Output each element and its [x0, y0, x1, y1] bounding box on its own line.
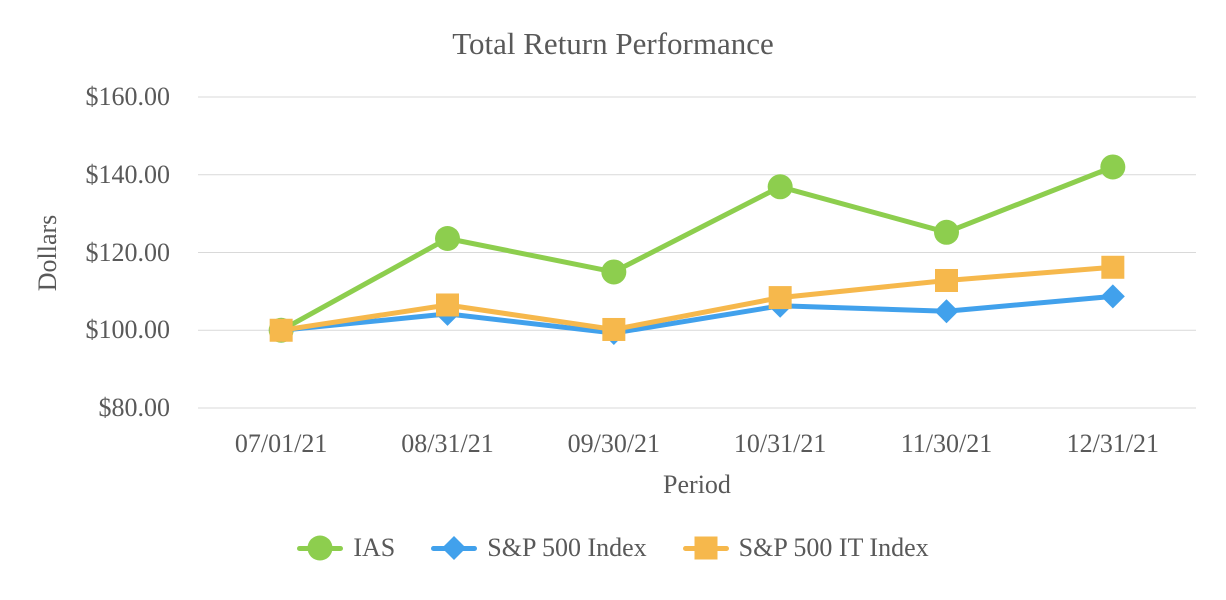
data-point-marker-diamond	[934, 299, 959, 324]
y-tick-label: $100.00	[85, 315, 171, 345]
series-line-circle	[278, 164, 1116, 333]
legend-label: IAS	[353, 533, 396, 562]
legend-marker-circle-icon	[297, 534, 344, 562]
chart-legend: IAS S&P 500 Index S&P 500 IT Index	[0, 533, 1226, 563]
x-tick-label: 08/31/21	[401, 429, 494, 458]
x-tick-label: 07/01/21	[234, 429, 328, 458]
legend-label: S&P 500 IT Index	[738, 533, 929, 562]
legend-label: S&P 500 Index	[487, 533, 647, 562]
data-point-marker-square	[602, 317, 626, 341]
x-tick-label: 09/30/21	[567, 429, 661, 458]
data-point-marker-circle	[767, 174, 793, 200]
series-line-diamond	[278, 293, 1116, 336]
data-point-marker-square	[436, 293, 459, 317]
series-line-square	[278, 264, 1116, 333]
x-axis-title: Period	[663, 470, 731, 499]
data-point-marker-circle	[1100, 154, 1126, 180]
legend-item-sp500: S&P 500 Index	[431, 533, 647, 563]
y-tick-label: $160.00	[85, 82, 171, 111]
chart-title: Total Return Performance	[452, 26, 774, 61]
y-tick-label: $120.00	[85, 237, 171, 267]
y-tick-label: $140.00	[85, 159, 171, 189]
data-point-marker-square	[768, 286, 792, 310]
legend-marker-square-icon	[682, 534, 729, 562]
data-point-marker-square	[1101, 255, 1125, 279]
legend-marker-diamond-icon	[431, 534, 478, 562]
data-point-marker-circle	[435, 226, 460, 252]
x-tick-label: 12/31/21	[1066, 429, 1160, 458]
legend-item-sp500-it: S&P 500 IT Index	[682, 533, 929, 563]
data-point-marker-square	[269, 318, 293, 342]
data-point-marker-circle	[934, 219, 959, 245]
x-tick-label: 11/30/21	[900, 429, 993, 458]
data-point-marker-diamond	[1100, 284, 1125, 309]
y-tick-label: $80.00	[98, 393, 171, 422]
data-point-marker-square	[935, 268, 958, 292]
legend-item-ias: IAS	[297, 533, 395, 563]
data-point-marker-circle	[601, 259, 627, 285]
x-tick-label: 10/31/21	[733, 429, 827, 458]
